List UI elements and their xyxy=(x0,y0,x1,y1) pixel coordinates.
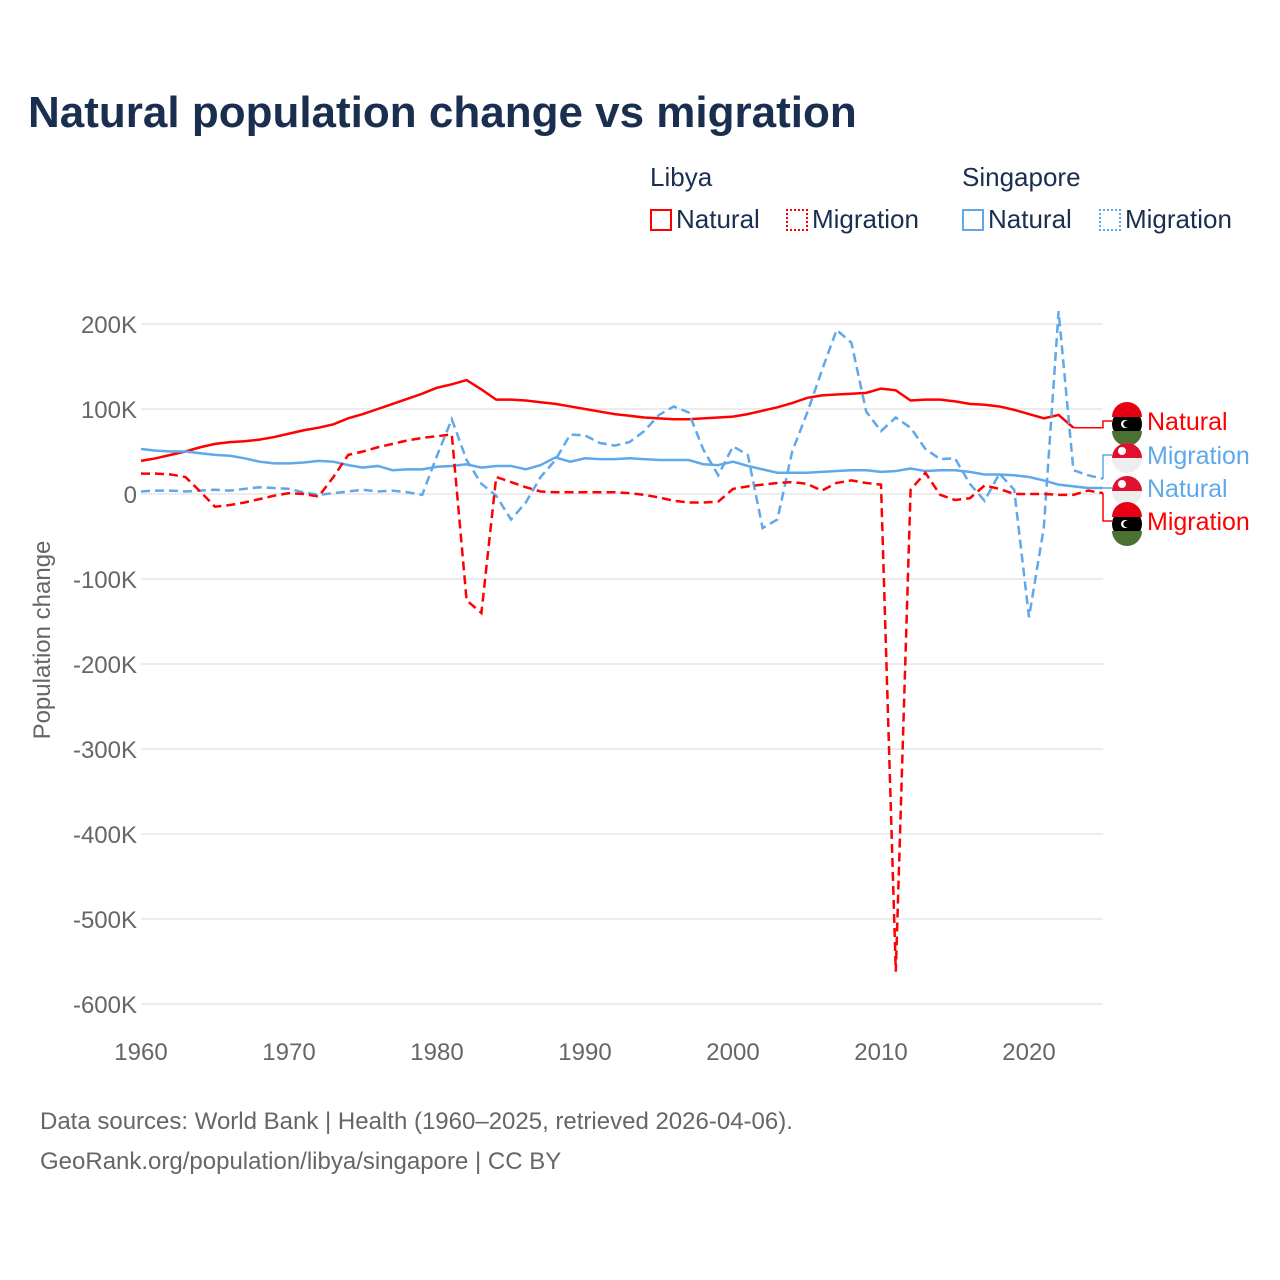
label-connector xyxy=(1073,420,1112,429)
y-tick-label: 200K xyxy=(81,312,137,339)
x-tick-label: 1970 xyxy=(262,1039,315,1066)
y-tick-label: 0 xyxy=(124,482,137,509)
end-label: Natural xyxy=(1147,408,1228,436)
legend-libya-migration[interactable]: Migration xyxy=(786,204,919,235)
series-line-singapore-migration[interactable] xyxy=(140,311,1104,618)
x-tick-label: 1960 xyxy=(114,1039,167,1066)
y-tick-label: -600K xyxy=(73,992,137,1019)
legend-singapore-migration[interactable]: Migration xyxy=(1099,204,1232,235)
label-connector xyxy=(1102,493,1112,522)
x-tick-label: 2020 xyxy=(1002,1039,1055,1066)
footer-link[interactable]: GeoRank.org/population/libya/singapore |… xyxy=(40,1148,562,1175)
x-tick-label: 2010 xyxy=(854,1039,907,1066)
y-tick-label: 100K xyxy=(81,397,137,424)
label-connector xyxy=(1102,454,1112,479)
end-label: Migration xyxy=(1147,508,1250,536)
legend-libya-natural[interactable]: Natural xyxy=(650,204,760,235)
x-tick-label: 1980 xyxy=(410,1039,463,1066)
flag-libya-icon xyxy=(1112,502,1142,546)
x-tick-label: 2000 xyxy=(706,1039,759,1066)
x-tick-label: 1990 xyxy=(558,1039,611,1066)
y-axis-label: Population change xyxy=(29,541,56,740)
chart-title: Natural population change vs migration xyxy=(28,88,857,137)
end-label: Natural xyxy=(1147,475,1228,503)
y-tick-label: -400K xyxy=(73,822,137,849)
legend-singapore-natural[interactable]: Natural xyxy=(962,204,1072,235)
y-tick-label: -300K xyxy=(73,737,137,764)
flag-singapore-icon xyxy=(1112,476,1142,506)
footer-source: Data sources: World Bank | Health (1960–… xyxy=(40,1108,793,1135)
y-tick-label: -100K xyxy=(73,567,137,594)
end-label: Migration xyxy=(1147,442,1250,470)
series-line-libya-natural[interactable] xyxy=(140,378,1075,463)
flag-singapore-icon xyxy=(1112,443,1142,473)
series-line-singapore-natural[interactable] xyxy=(140,447,1103,490)
legend-group-libya: Libya xyxy=(650,162,713,192)
flag-libya-icon xyxy=(1112,402,1142,446)
y-tick-label: -200K xyxy=(73,652,137,679)
series-line-libya-migration[interactable] xyxy=(141,433,1104,972)
y-tick-label: -500K xyxy=(73,907,137,934)
legend-group-singapore: Singapore xyxy=(962,162,1081,192)
